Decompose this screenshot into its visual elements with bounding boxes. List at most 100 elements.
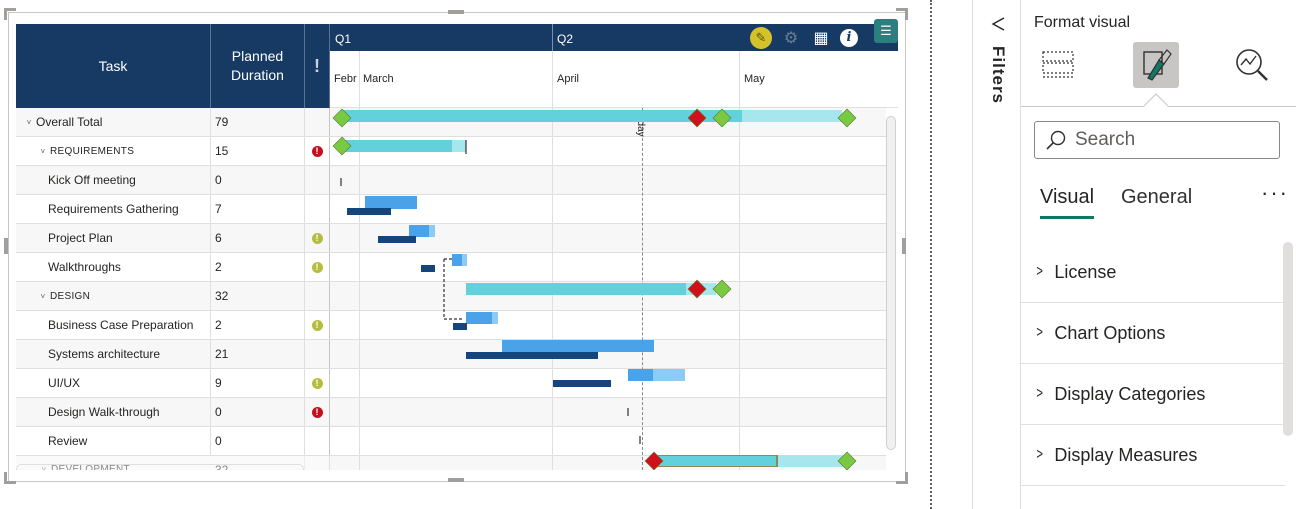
analytics-icon[interactable] xyxy=(1229,42,1275,88)
task-name-cell[interactable]: Business Case Preparation xyxy=(16,311,211,339)
task-bar[interactable] xyxy=(365,196,417,209)
pencil-icon[interactable]: ✎ xyxy=(750,26,772,49)
task-name-cell[interactable]: ˅ DEVELOPMENT xyxy=(16,464,304,470)
expand-caret-icon[interactable]: ˅ xyxy=(26,117,32,127)
milestone-green[interactable] xyxy=(712,108,732,128)
column-header-flag[interactable]: ! xyxy=(305,24,330,108)
task-name-cell[interactable]: Kick Off meeting xyxy=(16,166,211,194)
table-row[interactable]: Requirements Gathering 7 xyxy=(16,195,330,224)
summary-bar-remaining[interactable] xyxy=(452,140,466,152)
warning-flag-icon[interactable]: ! xyxy=(311,319,323,331)
milestone-green[interactable] xyxy=(837,451,857,470)
task-name-cell[interactable]: Walkthroughs xyxy=(16,253,211,281)
tab-general[interactable]: General xyxy=(1121,186,1193,208)
task-bar-remaining[interactable] xyxy=(462,254,467,266)
milestone-red[interactable] xyxy=(644,451,664,470)
task-bar[interactable] xyxy=(409,225,429,237)
task-bar-remaining[interactable] xyxy=(653,369,685,381)
summary-bar[interactable] xyxy=(342,140,452,152)
table-row[interactable]: Business Case Preparation 2! xyxy=(16,311,330,340)
format-search-box[interactable] xyxy=(1034,121,1280,159)
resize-handle-top-right[interactable] xyxy=(896,8,908,20)
summary-bar[interactable] xyxy=(466,283,686,295)
table-row[interactable]: ˅ Overall Total 79 xyxy=(16,108,330,137)
section-display-measures[interactable]: > Display Measures xyxy=(1021,425,1285,486)
filter-icon[interactable] xyxy=(990,16,1006,32)
grid-icon[interactable]: ▦ xyxy=(813,29,829,47)
search-input[interactable] xyxy=(1075,129,1275,151)
info-icon[interactable]: i xyxy=(840,28,858,47)
resize-handle-bottom-left[interactable] xyxy=(4,472,16,484)
milestone-green[interactable] xyxy=(837,108,857,128)
legend-icon[interactable]: ☰ xyxy=(874,19,898,43)
filters-label[interactable]: Filters xyxy=(989,46,1008,105)
summary-bar-remaining[interactable] xyxy=(778,455,846,467)
milestone-red[interactable] xyxy=(687,108,707,128)
baseline-bar[interactable] xyxy=(421,265,435,272)
task-bar-remaining[interactable] xyxy=(492,312,498,324)
task-name-cell[interactable]: UI/UX xyxy=(16,369,211,397)
summary-bar-remaining[interactable] xyxy=(742,110,842,122)
task-name-cell[interactable]: ˅ Overall Total xyxy=(16,108,211,136)
expand-caret-icon[interactable]: ˅ xyxy=(40,146,46,156)
baseline-bar[interactable] xyxy=(347,208,391,215)
task-bar[interactable] xyxy=(502,340,654,352)
table-row[interactable]: Project Plan 6! xyxy=(16,224,330,253)
resize-handle-left[interactable] xyxy=(4,238,8,254)
task-bar-remaining[interactable] xyxy=(429,225,435,237)
section-license[interactable]: > License xyxy=(1021,242,1285,303)
task-name-cell[interactable]: ˅ DESIGN xyxy=(16,282,211,310)
baseline-bar[interactable] xyxy=(453,323,467,330)
section-chart-options[interactable]: > Chart Options xyxy=(1021,303,1285,364)
expand-caret-icon[interactable]: ˅ xyxy=(40,291,46,301)
table-row[interactable]: ˅ DESIGN 32 xyxy=(16,282,330,311)
build-visual-icon[interactable] xyxy=(1035,42,1081,88)
format-visual-icon[interactable] xyxy=(1133,42,1179,88)
summary-bar[interactable] xyxy=(656,456,776,466)
task-bar[interactable] xyxy=(466,312,492,324)
table-row[interactable]: ˅ DEVELOPMENT 32 xyxy=(16,456,330,470)
tab-visual[interactable]: Visual xyxy=(1040,186,1095,219)
more-options-icon[interactable]: ··· xyxy=(1261,180,1289,205)
table-row[interactable]: ˅ REQUIREMENTS 15! xyxy=(16,137,330,166)
task-bar[interactable] xyxy=(628,369,653,381)
table-row[interactable]: UI/UX 9! xyxy=(16,369,330,398)
column-header-planned-duration[interactable]: Planned Duration xyxy=(211,24,305,108)
summary-bar[interactable] xyxy=(342,110,742,122)
task-name-cell[interactable]: Review xyxy=(16,427,211,455)
expand-caret-icon[interactable]: ˅ xyxy=(41,464,47,470)
error-flag-icon[interactable]: ! xyxy=(311,145,323,157)
milestone-green[interactable] xyxy=(332,108,352,128)
milestone-green[interactable] xyxy=(712,279,732,299)
warning-flag-icon[interactable]: ! xyxy=(311,261,323,273)
task-bar[interactable] xyxy=(452,254,462,266)
gantt-scrollbar[interactable] xyxy=(886,116,896,450)
section-display-categories[interactable]: > Display Categories xyxy=(1021,364,1285,425)
resize-handle-bottom-right[interactable] xyxy=(896,472,908,484)
error-flag-icon[interactable]: ! xyxy=(311,406,323,418)
table-row[interactable]: Kick Off meeting 0 xyxy=(16,166,330,195)
task-name-cell[interactable]: Project Plan xyxy=(16,224,211,252)
task-name-cell[interactable]: Design Walk-through xyxy=(16,398,211,426)
warning-flag-icon[interactable]: ! xyxy=(311,232,323,244)
gear-icon[interactable]: ⚙ xyxy=(783,29,799,47)
column-header-task[interactable]: Task xyxy=(16,24,211,108)
milestone-red[interactable] xyxy=(687,279,707,299)
warning-flag-icon[interactable]: ! xyxy=(311,377,323,389)
resize-handle-top[interactable] xyxy=(448,10,464,14)
resize-handle-right[interactable] xyxy=(902,238,906,254)
table-row[interactable]: Review 0 xyxy=(16,427,330,456)
task-name-cell[interactable]: ˅ REQUIREMENTS xyxy=(16,137,211,165)
table-row[interactable]: Walkthroughs 2! xyxy=(16,253,330,282)
baseline-bar[interactable] xyxy=(553,380,611,387)
task-name-cell[interactable]: Systems architecture xyxy=(16,340,211,368)
milestone-green[interactable] xyxy=(332,136,352,156)
table-row[interactable]: Design Walk-through 0! xyxy=(16,398,330,427)
table-row[interactable]: Systems architecture 21 xyxy=(16,340,330,369)
resize-handle-top-left[interactable] xyxy=(4,8,16,20)
filters-pane-collapsed[interactable]: Filters xyxy=(972,0,1021,509)
task-name-cell[interactable]: Requirements Gathering xyxy=(16,195,211,223)
resize-handle-bottom[interactable] xyxy=(448,478,464,482)
baseline-bar[interactable] xyxy=(466,352,598,359)
baseline-bar[interactable] xyxy=(378,236,416,243)
